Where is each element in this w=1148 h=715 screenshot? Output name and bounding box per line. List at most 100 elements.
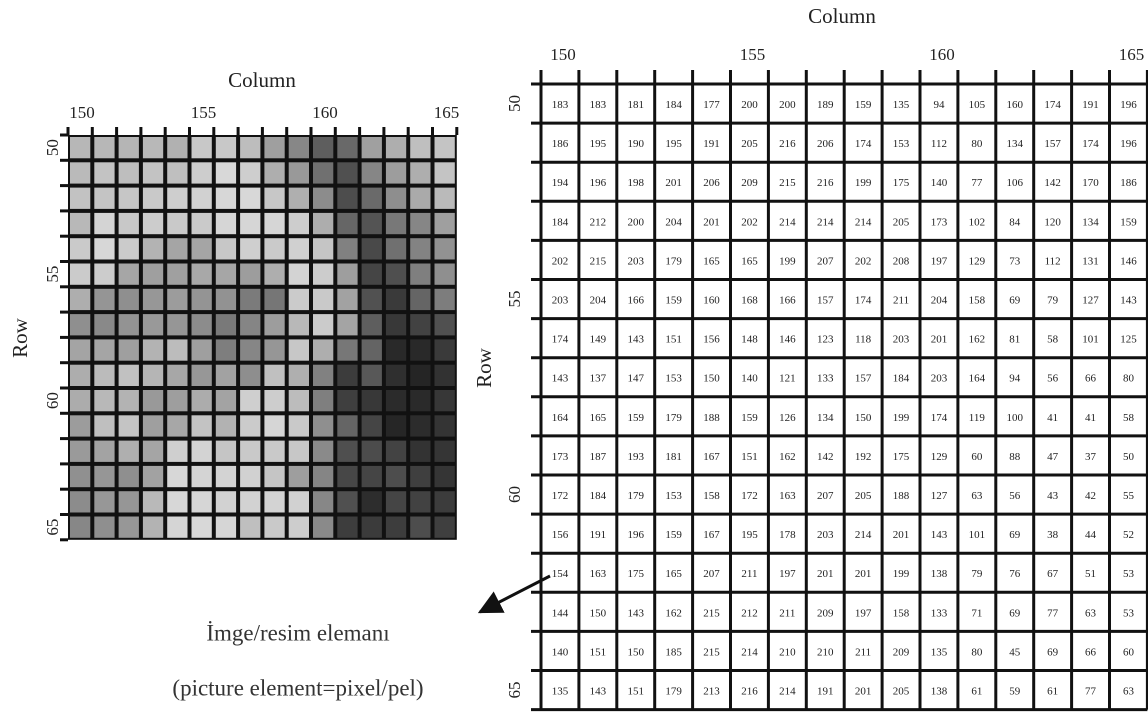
cell-value: 191 xyxy=(590,529,607,541)
cell-value: 138 xyxy=(931,686,948,698)
pixel xyxy=(143,365,163,386)
pixel xyxy=(313,390,333,411)
pixel xyxy=(264,365,284,386)
cell-value: 210 xyxy=(779,646,796,658)
cell-value: 216 xyxy=(741,686,758,698)
pixel xyxy=(362,339,382,360)
pixel xyxy=(119,213,139,234)
pixel xyxy=(70,415,90,436)
pixel xyxy=(289,137,309,158)
pixel xyxy=(362,264,382,285)
pixel xyxy=(94,441,114,462)
pixel xyxy=(435,390,455,411)
pixel xyxy=(119,491,139,512)
cell-value: 198 xyxy=(628,177,645,189)
cell-value: 191 xyxy=(817,686,834,698)
column-tick-label: 165 xyxy=(1119,45,1145,64)
pixel xyxy=(143,466,163,487)
cell-value: 50 xyxy=(1123,451,1135,463)
cell-value: 61 xyxy=(1047,686,1058,698)
pixel xyxy=(240,339,260,360)
cell-value: 129 xyxy=(969,255,986,267)
pixel xyxy=(313,466,333,487)
cell-value: 215 xyxy=(703,646,720,658)
cell-value: 172 xyxy=(552,490,569,502)
pixel xyxy=(264,314,284,335)
cell-value: 175 xyxy=(628,568,645,580)
cell-value: 168 xyxy=(741,295,758,307)
pixel xyxy=(264,162,284,183)
pixel xyxy=(216,314,236,335)
pixel xyxy=(167,339,187,360)
pixel xyxy=(435,137,455,158)
cell-value: 63 xyxy=(1085,607,1097,619)
pixel xyxy=(337,264,357,285)
cell-value: 77 xyxy=(971,177,983,189)
cell-value: 53 xyxy=(1123,568,1135,580)
cell-value: 162 xyxy=(969,334,986,346)
pixel xyxy=(240,441,260,462)
cell-value: 205 xyxy=(855,490,872,502)
pixel xyxy=(435,289,455,310)
pixel xyxy=(240,137,260,158)
pixel xyxy=(167,517,187,538)
pixel xyxy=(386,339,406,360)
cell-value: 183 xyxy=(590,99,607,111)
pixel xyxy=(94,238,114,259)
cell-value: 119 xyxy=(969,412,986,424)
cell-value: 135 xyxy=(552,686,569,698)
pixel xyxy=(192,466,212,487)
pixel xyxy=(410,264,430,285)
pixel xyxy=(337,289,357,310)
pixel xyxy=(94,314,114,335)
pixel xyxy=(167,314,187,335)
pixel xyxy=(240,365,260,386)
cell-value: 44 xyxy=(1085,529,1097,541)
cell-value: 157 xyxy=(817,295,834,307)
pixel xyxy=(143,339,163,360)
cell-value: 179 xyxy=(628,490,645,502)
cell-value: 214 xyxy=(855,529,872,541)
pixel xyxy=(362,517,382,538)
cell-value: 151 xyxy=(741,451,758,463)
cell-value: 159 xyxy=(628,412,645,424)
cell-value: 150 xyxy=(590,607,607,619)
pixel xyxy=(289,264,309,285)
pixel xyxy=(119,415,139,436)
pixel xyxy=(289,390,309,411)
cell-value: 193 xyxy=(628,451,645,463)
pixel xyxy=(264,415,284,436)
cell-value: 150 xyxy=(703,373,720,385)
pixel xyxy=(240,213,260,234)
caption: (picture element=pixel/pel) xyxy=(172,675,423,700)
cell-value: 170 xyxy=(1082,177,1099,189)
pixel xyxy=(94,339,114,360)
cell-value: 165 xyxy=(590,412,607,424)
pixel xyxy=(167,491,187,512)
cell-value: 160 xyxy=(703,295,720,307)
row-tick-label: 65 xyxy=(505,682,524,699)
cell-value: 181 xyxy=(628,99,645,111)
cell-value: 38 xyxy=(1047,529,1059,541)
cell-value: 214 xyxy=(741,646,758,658)
cell-value: 173 xyxy=(931,216,948,228)
pixel xyxy=(337,365,357,386)
pixel xyxy=(94,162,114,183)
cell-value: 159 xyxy=(741,412,758,424)
cell-value: 52 xyxy=(1123,529,1134,541)
cell-value: 207 xyxy=(703,568,720,580)
cell-value: 205 xyxy=(741,138,758,150)
cell-value: 209 xyxy=(741,177,758,189)
pixel xyxy=(362,415,382,436)
pixel xyxy=(435,466,455,487)
cell-value: 146 xyxy=(1120,255,1137,267)
cell-value: 174 xyxy=(931,412,948,424)
pixel xyxy=(143,390,163,411)
pixel xyxy=(143,415,163,436)
pixel xyxy=(216,264,236,285)
pixel xyxy=(240,390,260,411)
pixel xyxy=(70,314,90,335)
cell-value: 201 xyxy=(893,529,910,541)
pixel xyxy=(192,390,212,411)
cell-value: 94 xyxy=(1009,373,1021,385)
